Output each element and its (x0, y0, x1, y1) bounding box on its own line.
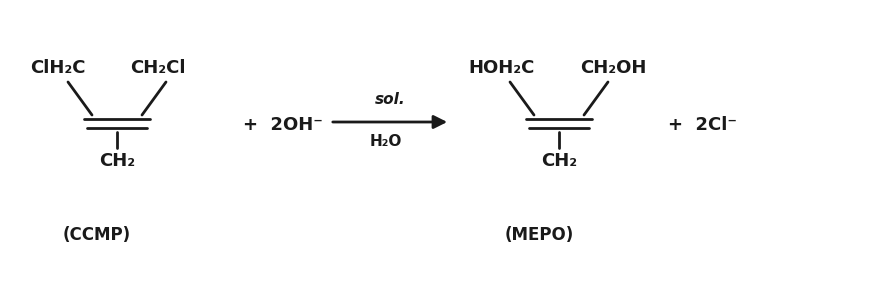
Text: CH₂OH: CH₂OH (580, 59, 647, 77)
Text: ClH₂C: ClH₂C (30, 59, 86, 77)
Text: (CCMP): (CCMP) (63, 226, 131, 244)
Text: H₂O: H₂O (370, 134, 402, 150)
Text: +  2OH⁻: + 2OH⁻ (243, 116, 323, 134)
Text: +  2Cl⁻: + 2Cl⁻ (668, 116, 737, 134)
Text: (MEPO): (MEPO) (504, 226, 573, 244)
Text: CH₂: CH₂ (99, 152, 135, 170)
Text: HOH₂C: HOH₂C (468, 59, 534, 77)
Text: CH₂Cl: CH₂Cl (130, 59, 185, 77)
Text: sol.: sol. (375, 93, 406, 107)
Text: CH₂: CH₂ (541, 152, 577, 170)
